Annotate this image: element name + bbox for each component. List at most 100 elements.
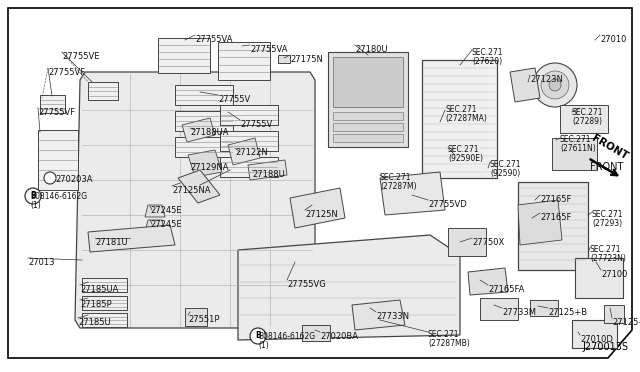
Polygon shape: [510, 68, 540, 102]
Polygon shape: [468, 268, 508, 295]
Text: 27010D: 27010D: [580, 335, 613, 344]
Text: 27551P: 27551P: [188, 315, 220, 324]
Circle shape: [250, 328, 266, 344]
Text: 27013: 27013: [28, 258, 54, 267]
Text: 27733N: 27733N: [376, 312, 409, 321]
Bar: [333, 123, 403, 131]
Polygon shape: [380, 172, 445, 215]
Text: 27125+B: 27125+B: [548, 308, 587, 317]
Text: 27175N: 27175N: [290, 55, 323, 64]
Text: 27122N: 27122N: [235, 148, 268, 157]
Bar: [175, 137, 233, 157]
Bar: [175, 85, 233, 105]
Bar: [530, 300, 558, 316]
Text: J270013S: J270013S: [582, 342, 628, 352]
Text: FRONT: FRONT: [590, 134, 630, 162]
Polygon shape: [182, 118, 215, 142]
Circle shape: [44, 172, 56, 184]
Text: SEC.271: SEC.271: [592, 210, 623, 219]
Circle shape: [541, 71, 569, 99]
Text: SEC.271: SEC.271: [428, 330, 460, 339]
Bar: [572, 320, 617, 348]
Bar: [82, 278, 127, 292]
Text: (27287M): (27287M): [380, 182, 417, 191]
Text: 27125+A: 27125+A: [612, 318, 640, 327]
Bar: [448, 228, 486, 256]
Text: 27129NA: 27129NA: [190, 163, 228, 172]
Text: (1): (1): [30, 201, 41, 210]
Text: 27100: 27100: [601, 270, 627, 279]
Polygon shape: [145, 205, 165, 217]
Text: (1): (1): [258, 341, 269, 350]
Circle shape: [25, 188, 41, 204]
Text: 270203A: 270203A: [55, 175, 93, 184]
Text: 27165F: 27165F: [540, 213, 572, 222]
Bar: [333, 57, 403, 107]
Text: (27611N): (27611N): [560, 144, 596, 153]
Text: 27755VE: 27755VE: [62, 52, 99, 61]
Text: (92590E): (92590E): [448, 154, 483, 163]
Bar: [333, 134, 403, 142]
Text: 27755VA: 27755VA: [195, 35, 232, 44]
Polygon shape: [75, 72, 315, 328]
Bar: [220, 157, 278, 177]
Text: 27125N: 27125N: [305, 210, 338, 219]
Text: (27289): (27289): [572, 117, 602, 126]
Polygon shape: [178, 170, 220, 203]
Bar: [552, 138, 597, 170]
Text: (27723N): (27723N): [590, 254, 626, 263]
Circle shape: [549, 79, 561, 91]
Text: SEC.271: SEC.271: [490, 160, 522, 169]
Text: FRONT: FRONT: [590, 162, 623, 172]
Text: SEC.271: SEC.271: [590, 245, 621, 254]
Text: 27755V: 27755V: [240, 120, 272, 129]
Text: B: B: [255, 331, 261, 340]
Text: 27755VF: 27755VF: [38, 108, 75, 117]
Text: SEC.271: SEC.271: [572, 108, 604, 117]
Text: SEC.271: SEC.271: [448, 145, 479, 154]
Text: 27188UA: 27188UA: [190, 128, 228, 137]
Text: 27165FA: 27165FA: [488, 285, 524, 294]
Text: 27010: 27010: [600, 35, 627, 44]
Bar: [333, 112, 403, 120]
Bar: [518, 182, 588, 270]
Bar: [604, 305, 624, 323]
Bar: [278, 55, 290, 63]
Polygon shape: [518, 200, 562, 245]
Polygon shape: [352, 300, 405, 330]
Text: SEC.271: SEC.271: [560, 135, 591, 144]
Text: 27755V: 27755V: [218, 95, 250, 104]
Bar: [185, 308, 207, 326]
Bar: [218, 42, 270, 80]
Bar: [220, 105, 278, 125]
Text: 27755VF: 27755VF: [48, 68, 85, 77]
Text: B08146-6162G: B08146-6162G: [30, 192, 87, 201]
Text: B08146-6162G: B08146-6162G: [258, 332, 315, 341]
Polygon shape: [145, 220, 165, 232]
Bar: [175, 111, 233, 131]
Text: 27755VG: 27755VG: [287, 280, 326, 289]
Text: 27185U: 27185U: [78, 318, 111, 327]
Bar: [220, 131, 278, 151]
Text: 27188U: 27188U: [252, 170, 285, 179]
Text: (27287MB): (27287MB): [428, 339, 470, 348]
Text: 27733M: 27733M: [502, 308, 536, 317]
Polygon shape: [248, 160, 287, 180]
Text: 27165F: 27165F: [540, 195, 572, 204]
Text: (27293): (27293): [592, 219, 622, 228]
Text: 27245E: 27245E: [150, 206, 182, 215]
Text: (27287MA): (27287MA): [445, 114, 487, 123]
Polygon shape: [238, 235, 460, 340]
Bar: [575, 258, 623, 298]
Bar: [422, 60, 497, 178]
Polygon shape: [88, 225, 175, 252]
Bar: [82, 313, 127, 327]
Bar: [40, 95, 65, 113]
Text: 27125NA: 27125NA: [172, 186, 211, 195]
Text: 27185UA: 27185UA: [80, 285, 118, 294]
Text: SEC.271: SEC.271: [380, 173, 412, 182]
Bar: [328, 52, 408, 147]
Text: (27620): (27620): [472, 57, 502, 66]
Text: 27180U: 27180U: [355, 45, 388, 54]
Text: 27185P: 27185P: [80, 300, 111, 309]
